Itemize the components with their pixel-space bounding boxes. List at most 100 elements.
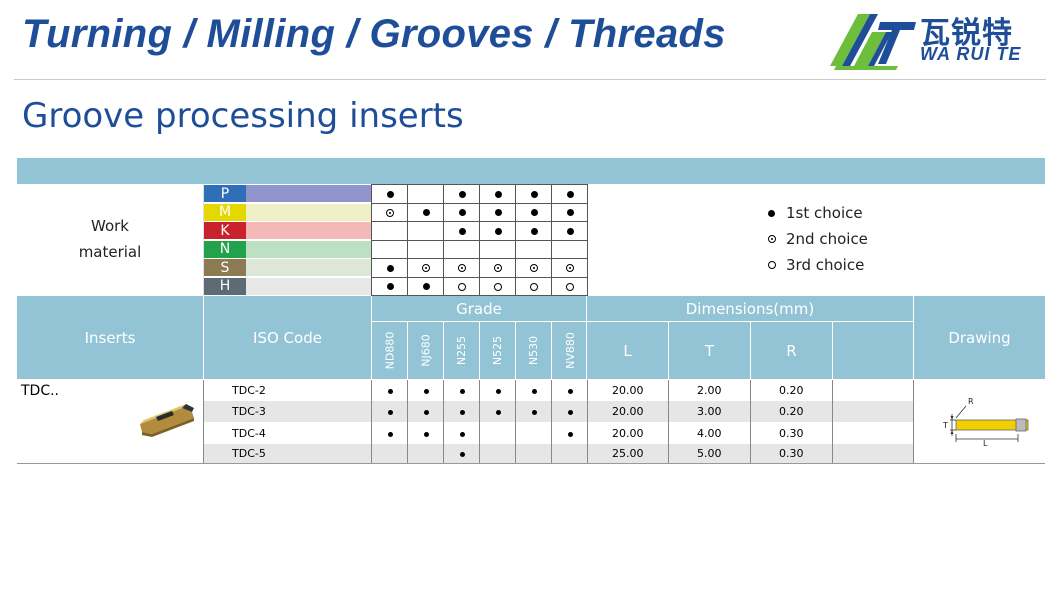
insert-name: TDC.. bbox=[21, 383, 60, 399]
header-divider bbox=[14, 79, 1046, 80]
grid-hline bbox=[371, 295, 587, 296]
logo-mark-icon bbox=[830, 14, 916, 70]
material-grade-cell bbox=[552, 259, 588, 277]
iso-code-cell: TDC-3 bbox=[232, 405, 266, 418]
material-grade-cell bbox=[552, 185, 588, 203]
first-choice-icon bbox=[495, 410, 501, 415]
table-vline bbox=[371, 380, 372, 463]
material-grade-cell bbox=[444, 259, 480, 277]
material-letter-n: N bbox=[204, 240, 246, 258]
grade-nd880: ND880 bbox=[372, 322, 408, 378]
material-grade-cell bbox=[516, 222, 552, 240]
material-grade-cell bbox=[552, 278, 588, 296]
grid-hline bbox=[371, 202, 587, 204]
hdr-sep bbox=[668, 321, 669, 379]
legend-item-1st: 1st choice bbox=[768, 203, 863, 223]
grade-cell bbox=[552, 424, 588, 445]
first-choice-icon bbox=[458, 190, 466, 198]
legend-item-2nd: 2nd choice bbox=[768, 229, 868, 249]
drawing-label-r: R bbox=[968, 397, 974, 406]
first-choice-icon bbox=[567, 410, 573, 415]
dim-t-cell: 5.00 bbox=[697, 447, 722, 460]
grade-label: N530 bbox=[527, 335, 541, 365]
grade-cell bbox=[480, 381, 516, 402]
grade-sep bbox=[551, 321, 552, 379]
first-choice-icon bbox=[386, 190, 394, 198]
legend-marker bbox=[768, 235, 786, 243]
grade-cell bbox=[408, 402, 444, 423]
first-choice-icon bbox=[566, 209, 574, 216]
table-top-band bbox=[17, 158, 1045, 184]
first-choice-icon bbox=[530, 190, 538, 198]
logo-english-name: WA RUI TE bbox=[920, 44, 1022, 64]
first-choice-icon bbox=[387, 432, 393, 437]
material-grade-cell bbox=[408, 259, 444, 277]
table-vline bbox=[832, 380, 833, 463]
section-title: Groove processing inserts bbox=[22, 96, 464, 136]
material-letter-m: M bbox=[204, 203, 246, 221]
material-grade-cell bbox=[480, 278, 516, 296]
grade-n530: N530 bbox=[516, 322, 552, 378]
inserts-header: Inserts bbox=[84, 328, 136, 347]
dim-t-cell: 3.00 bbox=[697, 405, 722, 418]
grade-cell bbox=[480, 402, 516, 423]
hdr-sep bbox=[371, 321, 913, 322]
material-letter-s: S bbox=[204, 259, 246, 276]
grade-cell bbox=[372, 402, 408, 423]
page-header-title: Turning / Milling / Grooves / Threads bbox=[22, 12, 726, 56]
table-vline bbox=[203, 380, 204, 463]
table-vline bbox=[443, 380, 444, 463]
material-letter-h: H bbox=[204, 277, 246, 295]
dim-t-header: T bbox=[704, 341, 715, 360]
second-choice-icon bbox=[494, 264, 502, 272]
grade-cell bbox=[444, 445, 480, 464]
table-vline bbox=[587, 380, 588, 463]
grade-sep bbox=[479, 321, 480, 379]
material-grade-cell bbox=[480, 185, 516, 203]
dim-l-cell: 20.00 bbox=[612, 405, 644, 418]
iso-code-header: ISO Code bbox=[253, 328, 322, 347]
grade-header: Grade bbox=[456, 299, 502, 318]
material-bar-k bbox=[246, 222, 371, 239]
grade-cell bbox=[552, 402, 588, 423]
legend-label: 2nd choice bbox=[786, 230, 868, 248]
grade-sep bbox=[407, 321, 408, 379]
first-choice-icon bbox=[386, 264, 394, 272]
table-vline bbox=[407, 380, 408, 463]
dim-r-cell: 0.30 bbox=[779, 427, 804, 440]
table-vline bbox=[551, 380, 552, 463]
grade-label: ND880 bbox=[383, 331, 397, 369]
dim-r-cell: 0.20 bbox=[779, 405, 804, 418]
table-bottom-line bbox=[17, 463, 1045, 464]
first-choice-icon bbox=[531, 410, 537, 415]
grade-cell bbox=[516, 381, 552, 402]
material-grade-cell bbox=[372, 204, 408, 222]
hdr-sep bbox=[203, 296, 204, 379]
material-bar-h bbox=[246, 277, 371, 295]
third-choice-icon bbox=[768, 261, 776, 269]
grade-label: N525 bbox=[491, 335, 505, 365]
grade-cell bbox=[516, 402, 552, 423]
table-vline bbox=[913, 380, 914, 463]
grade-cell bbox=[408, 424, 444, 445]
company-logo: 瓦锐特 WA RUI TE bbox=[828, 8, 1048, 70]
material-grade-cell bbox=[444, 185, 480, 203]
grid-vline bbox=[203, 184, 204, 296]
first-choice-icon bbox=[458, 227, 466, 235]
first-choice-icon bbox=[386, 283, 394, 290]
row-stripe bbox=[204, 444, 913, 463]
material-grade-cell bbox=[480, 222, 516, 240]
hdr-sep bbox=[750, 321, 751, 379]
material-grade-cell bbox=[552, 204, 588, 222]
grade-sep bbox=[443, 321, 444, 379]
grade-n255: N255 bbox=[444, 322, 480, 378]
grade-nv880: NV880 bbox=[552, 322, 588, 378]
second-choice-icon bbox=[530, 264, 538, 272]
legend-label: 3rd choice bbox=[786, 256, 865, 274]
table-vline bbox=[750, 380, 751, 463]
material-grade-cell bbox=[372, 185, 408, 203]
dimensions-header: Dimensions(mm) bbox=[685, 299, 815, 318]
grid-hline bbox=[371, 276, 587, 278]
grade-label: N255 bbox=[455, 335, 469, 365]
second-choice-icon bbox=[566, 264, 574, 272]
